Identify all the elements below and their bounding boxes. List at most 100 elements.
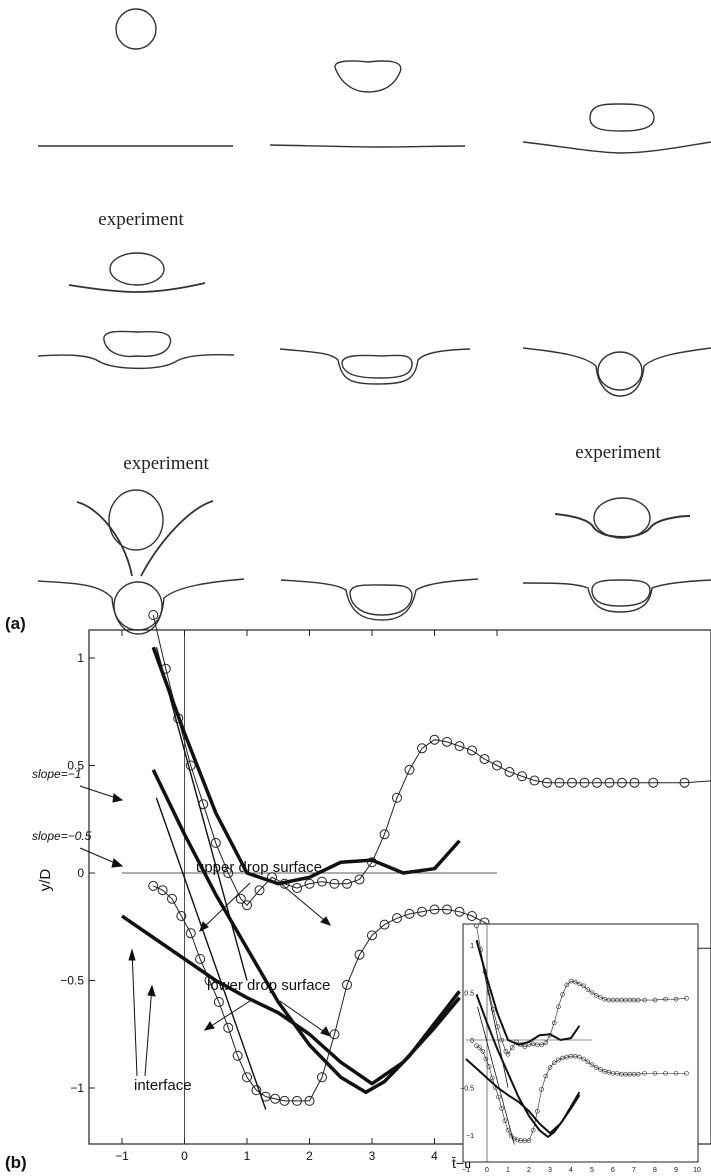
- simulation-curve: [121, 914, 461, 1086]
- inset-data-point: [593, 1065, 599, 1070]
- inset-data-point: [642, 997, 647, 1003]
- cavity-curve: [522, 579, 711, 613]
- upper-surface-annotation: upper drop surface: [196, 859, 322, 876]
- data-point: [329, 1029, 340, 1040]
- inset-data-point: [663, 1070, 668, 1076]
- data-point: [604, 777, 615, 788]
- cavity-curve: [280, 578, 479, 621]
- inset-data-point: [499, 1037, 505, 1043]
- inset-data-point: [598, 1067, 603, 1072]
- data-point: [504, 766, 515, 777]
- y-tick-label: 1: [77, 651, 84, 665]
- data-point: [404, 764, 415, 775]
- experiment-label: experiment: [98, 209, 184, 230]
- inset-data-point: [490, 1007, 496, 1012]
- inset-data-point: [568, 978, 574, 984]
- data-point: [317, 1072, 327, 1083]
- data-point: [379, 829, 390, 840]
- inset-slope-line: [477, 940, 509, 1088]
- inset-data-point: [530, 1041, 536, 1047]
- data-point: [213, 997, 224, 1007]
- data-point: [579, 777, 590, 788]
- inset-y-tick-label: 0.5: [464, 991, 474, 998]
- inset-data-point: [539, 1087, 544, 1092]
- inset-data-point: [535, 1108, 540, 1114]
- data-point: [442, 904, 452, 915]
- panel-a-label: (a): [5, 614, 26, 633]
- inset-y-tick-label: −1: [466, 1133, 474, 1140]
- inset-x-tick-label: 7: [632, 1167, 636, 1174]
- x-tick-label: 1: [244, 1149, 251, 1163]
- inset-data-point: [652, 1070, 658, 1076]
- data-point: [492, 760, 502, 771]
- data-point: [404, 908, 415, 919]
- data-point: [251, 1085, 262, 1096]
- inset-data-point: [642, 1070, 647, 1076]
- simulation-curve: [151, 646, 461, 886]
- y-tick-label: 0: [77, 866, 84, 880]
- data-point: [592, 777, 602, 788]
- drop-deformed: [341, 354, 413, 379]
- free-surface-experiment: [68, 282, 206, 293]
- x-tick-label: 0: [181, 1149, 188, 1163]
- data-point: [185, 928, 196, 939]
- inset-simulation-curve: [475, 939, 581, 1046]
- inset-data-point: [593, 993, 599, 998]
- data-point: [279, 1095, 290, 1106]
- inset-data-point: [543, 1073, 549, 1079]
- inset-data-point: [499, 1106, 505, 1111]
- data-point: [167, 893, 177, 904]
- data-point: [242, 900, 252, 911]
- data-point: [242, 1072, 252, 1083]
- inset-data-point: [589, 1062, 595, 1067]
- inset-x-tick-label: 10: [693, 1167, 701, 1174]
- interface-annotation: interface: [134, 1077, 192, 1094]
- data-point: [157, 885, 168, 896]
- inset-data-point: [564, 982, 570, 988]
- inset-data-point: [483, 1056, 489, 1062]
- data-point: [467, 911, 477, 921]
- x-tick-label: 4: [431, 1149, 438, 1163]
- inset-data-point: [474, 923, 479, 929]
- data-point: [148, 610, 159, 620]
- inset-data-point: [585, 1059, 591, 1065]
- inset-data-point: [505, 1051, 511, 1057]
- inset-data-point: [652, 997, 658, 1003]
- experiment-label: experiment: [123, 453, 209, 474]
- data-point: [517, 771, 527, 782]
- inset-data-point: [556, 1004, 561, 1010]
- slope-line: [155, 797, 267, 1110]
- inset-y-tick-label: 0: [470, 1038, 474, 1045]
- data-point: [148, 880, 159, 891]
- cavity-curve: [279, 348, 471, 385]
- inset-data-point: [589, 990, 595, 995]
- data-point: [679, 777, 690, 788]
- free-surface-experiment: [554, 513, 691, 538]
- data-point: [379, 919, 390, 930]
- inset-data-point: [539, 1042, 544, 1048]
- inset-data-point: [530, 1127, 536, 1133]
- data-point: [354, 949, 365, 960]
- inset-data-point: [585, 987, 591, 992]
- inset-data-point: [581, 1056, 586, 1062]
- inset-data-point: [560, 1055, 565, 1061]
- inset-data-point: [564, 1054, 570, 1060]
- data-point: [454, 906, 465, 917]
- inset-data-point: [598, 994, 603, 1000]
- simulation-curve: [151, 769, 461, 1095]
- data-point: [429, 734, 440, 745]
- inset-data-point: [543, 1040, 549, 1046]
- inset-data-point: [477, 1045, 482, 1050]
- data-point: [542, 777, 552, 788]
- inset-slope-line: [477, 1006, 515, 1145]
- inset-data-point: [602, 996, 607, 1002]
- inset-data-point: [502, 1118, 508, 1124]
- data-point: [442, 736, 452, 747]
- data-point: [354, 874, 365, 885]
- data-point: [417, 906, 427, 917]
- inset-x-tick-label: 0: [485, 1167, 489, 1174]
- inset-data-point: [635, 997, 641, 1003]
- data-point: [317, 876, 327, 887]
- panel-a: [37, 8, 711, 635]
- data-point: [392, 792, 402, 803]
